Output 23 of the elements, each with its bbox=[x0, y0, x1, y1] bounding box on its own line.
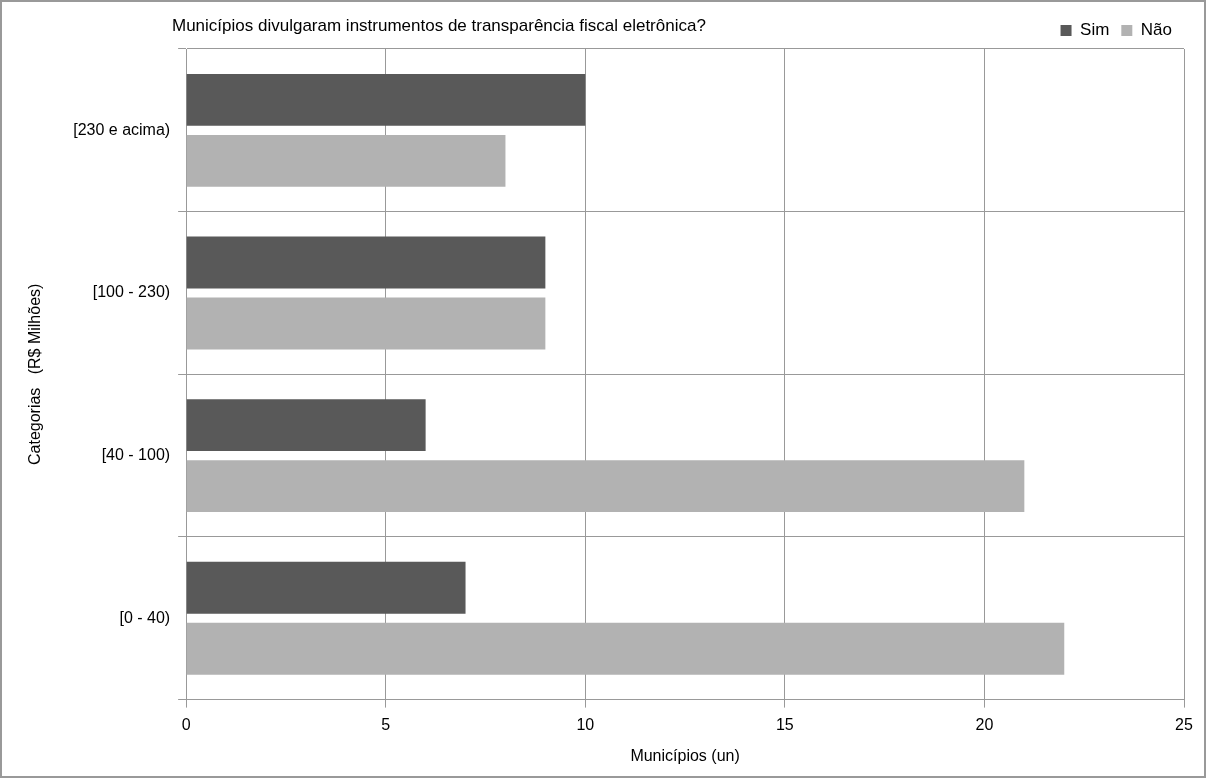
bar bbox=[186, 236, 546, 289]
legend-label: Não bbox=[1140, 20, 1172, 40]
bar bbox=[186, 399, 426, 452]
x-tick-label: 0 bbox=[181, 715, 191, 733]
y-tick-label: [0 - 40) bbox=[119, 608, 171, 626]
x-tick-label: 15 bbox=[775, 715, 794, 733]
bar bbox=[186, 297, 546, 350]
bar bbox=[186, 134, 506, 187]
chart-title: Municípios divulgaram instrumentos de transparência fiscal eletrônica? bbox=[172, 16, 706, 36]
bar bbox=[186, 561, 466, 614]
x-tick-label: 10 bbox=[576, 715, 595, 733]
y-tick-label: [100 - 230) bbox=[92, 283, 171, 301]
bar bbox=[186, 460, 1025, 513]
x-tick-label: 20 bbox=[975, 715, 994, 733]
y-axis-title: Categorias (R$ Milhões) bbox=[26, 283, 44, 465]
x-tick-label: 5 bbox=[381, 715, 391, 733]
y-tick-label: [40 - 100) bbox=[101, 446, 171, 464]
x-tick-label: 25 bbox=[1175, 715, 1193, 733]
y-tick-label: [230 e acima) bbox=[73, 120, 171, 138]
bar bbox=[186, 73, 586, 126]
legend-label: Sim bbox=[1080, 20, 1110, 40]
x-axis-title: Municípios (un) bbox=[630, 746, 740, 764]
bar bbox=[186, 622, 1065, 675]
